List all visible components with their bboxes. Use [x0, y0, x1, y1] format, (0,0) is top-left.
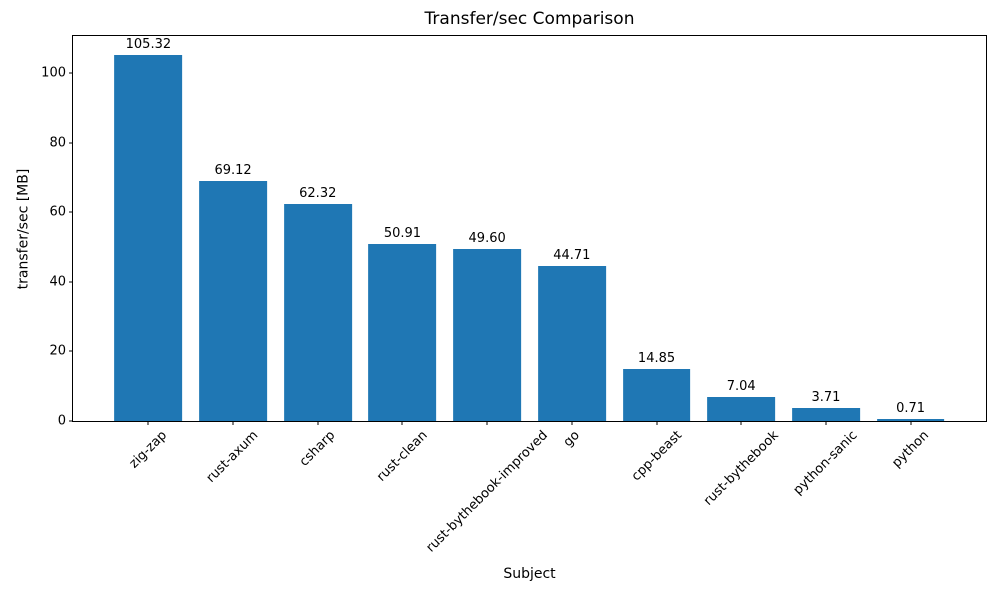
- bar-value-label: 62.32: [299, 186, 337, 202]
- x-tick-label: rust-bythebook-improved: [423, 428, 551, 556]
- bar-value-label: 69.12: [214, 162, 252, 178]
- x-tick-mark: [486, 421, 488, 425]
- y-tick-mark: [69, 211, 73, 213]
- bar-cpp-beast: [622, 369, 691, 421]
- x-tick-label: cpp-beast: [628, 428, 685, 485]
- bar-value-label: 44.71: [553, 247, 591, 263]
- y-axis-label-box: transfer/sec [MB]: [0, 35, 46, 422]
- bar-value-label: 49.60: [468, 230, 506, 246]
- bar-value-label: 14.85: [637, 351, 676, 367]
- bar-rust-axum: [199, 180, 267, 421]
- x-axis-label: Subject: [503, 566, 556, 582]
- y-axis-ticks: 0 20 40 60 80 100: [41, 36, 986, 429]
- x-tick-mark: [401, 421, 403, 425]
- bar-value-label: 0.71: [896, 400, 926, 416]
- bar-value-label: 7.04: [726, 378, 756, 394]
- x-tick-label: go: [560, 428, 583, 451]
- y-tick-label: 40: [49, 274, 66, 290]
- x-tick-label: rust-axum: [203, 428, 262, 486]
- x-tick-mark: [147, 421, 149, 425]
- y-tick-label: 80: [49, 135, 66, 151]
- bar-rust-bythebook-improved: [453, 248, 522, 421]
- bar-python: [876, 418, 945, 421]
- x-tick-label: python: [889, 428, 932, 471]
- x-tick-label: rust-clean: [373, 428, 431, 485]
- bar-rust-clean: [368, 243, 437, 421]
- y-tick-mark: [69, 281, 73, 283]
- y-tick-mark: [69, 72, 73, 74]
- bar-csharp: [283, 204, 352, 421]
- x-tick-mark: [232, 421, 234, 425]
- chart-title: Transfer/sec Comparison: [424, 9, 635, 29]
- bar-go: [537, 265, 606, 421]
- y-tick-label: 100: [41, 65, 66, 81]
- x-tick-mark: [910, 421, 912, 425]
- plot-area: 105.32 69.12 62.32 50.91 49.60 44.71 14.85 7.04…: [41, 35, 987, 555]
- bar-rust-bythebook: [707, 396, 776, 421]
- bars-layer: 105.32 69.12 62.32 50.91 49.60 44.71 14.85 7.04…: [73, 36, 986, 421]
- x-tick-label: python-sanic: [790, 428, 861, 498]
- x-tick-label: rust-bythebook: [700, 428, 782, 509]
- y-tick-mark: [69, 142, 73, 144]
- y-tick-label: 60: [49, 204, 66, 220]
- x-tick-mark: [317, 421, 319, 425]
- y-tick-label: 20: [49, 343, 66, 359]
- bar-zig-zap: [114, 54, 183, 421]
- x-tick-label: zig-zap: [126, 428, 171, 472]
- x-tick-mark: [740, 421, 742, 425]
- x-tick-label: csharp: [296, 428, 338, 470]
- x-tick-mark: [571, 421, 573, 425]
- y-tick-label: 0: [57, 413, 66, 429]
- x-tick-mark: [656, 421, 658, 425]
- bar-python-sanic: [792, 408, 860, 421]
- x-tick-mark: [825, 421, 827, 425]
- y-tick-mark: [69, 420, 73, 422]
- bar-value-label: 3.71: [811, 390, 841, 406]
- x-axis-ticks: [73, 36, 986, 425]
- y-axis-label: transfer/sec [MB]: [15, 168, 32, 289]
- y-tick-mark: [69, 350, 73, 352]
- bar-value-label: 50.91: [383, 225, 422, 241]
- bar-value-label: 105.32: [125, 36, 172, 52]
